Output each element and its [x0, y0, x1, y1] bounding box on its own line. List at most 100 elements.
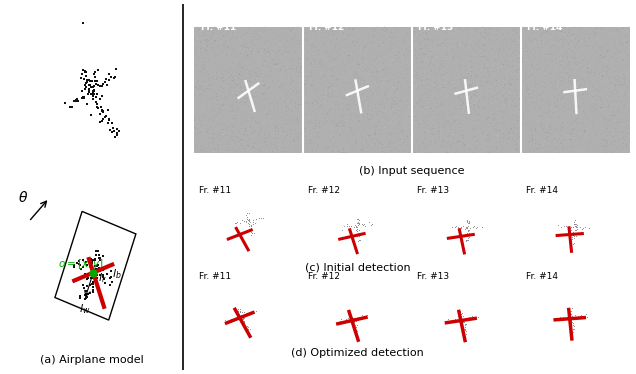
Point: [382, 86, 392, 92]
Point: [373, 96, 383, 102]
Point: [393, 119, 403, 125]
Point: [299, 75, 309, 81]
Point: [234, 315, 244, 321]
Point: [291, 116, 301, 122]
Point: [283, 111, 293, 117]
Point: [401, 43, 411, 49]
Point: [88, 90, 99, 96]
Point: [338, 131, 349, 137]
Point: [486, 94, 496, 100]
Point: [457, 316, 467, 322]
Point: [393, 37, 403, 43]
Point: [346, 118, 356, 124]
Point: [284, 75, 294, 81]
Point: [242, 323, 252, 329]
Point: [443, 94, 453, 99]
Point: [258, 29, 268, 35]
Point: [382, 147, 392, 153]
Point: [306, 60, 316, 66]
Point: [483, 138, 494, 144]
Point: [546, 61, 556, 67]
Point: [296, 87, 306, 93]
Point: [397, 94, 407, 99]
Point: [541, 38, 551, 44]
Point: [498, 147, 508, 153]
Point: [511, 103, 522, 109]
Point: [349, 108, 359, 114]
Point: [537, 31, 547, 37]
Point: [250, 87, 260, 93]
Point: [552, 66, 562, 72]
Point: [335, 145, 345, 151]
Point: [460, 95, 471, 101]
Point: [278, 70, 288, 76]
Point: [240, 98, 250, 104]
Point: [358, 56, 368, 62]
Point: [265, 113, 275, 119]
Point: [191, 49, 202, 55]
Point: [265, 125, 275, 131]
Point: [603, 43, 613, 49]
Point: [265, 132, 275, 138]
Point: [515, 48, 525, 54]
Point: [417, 138, 427, 144]
Point: [466, 80, 476, 86]
Point: [345, 108, 356, 114]
Point: [395, 75, 405, 81]
Point: [192, 115, 202, 121]
Point: [322, 92, 332, 98]
Point: [400, 99, 410, 105]
Point: [454, 101, 464, 107]
Point: [333, 127, 343, 133]
Point: [480, 94, 490, 100]
Point: [251, 216, 261, 222]
Point: [372, 92, 382, 98]
Point: [394, 79, 404, 85]
Point: [236, 108, 246, 114]
Point: [480, 139, 490, 145]
Point: [310, 106, 320, 112]
Point: [392, 131, 402, 137]
Point: [498, 55, 508, 61]
Point: [233, 33, 243, 39]
Point: [258, 140, 268, 146]
Point: [330, 83, 340, 89]
Point: [251, 113, 261, 119]
Point: [90, 257, 100, 263]
Point: [402, 108, 412, 114]
Point: [430, 65, 440, 71]
Point: [576, 36, 586, 42]
Point: [434, 125, 444, 131]
Point: [529, 48, 539, 54]
Point: [233, 306, 244, 312]
Point: [497, 49, 508, 55]
Point: [279, 54, 289, 60]
Point: [216, 114, 226, 120]
Point: [363, 111, 373, 117]
Point: [204, 143, 214, 149]
Point: [487, 126, 497, 132]
Point: [261, 31, 272, 37]
Point: [352, 224, 363, 230]
Point: [349, 47, 359, 53]
Point: [266, 73, 277, 79]
Point: [408, 111, 418, 117]
Point: [517, 147, 527, 153]
Point: [354, 117, 364, 123]
Point: [619, 82, 630, 88]
Point: [565, 69, 576, 75]
Point: [500, 99, 510, 105]
Point: [405, 101, 415, 107]
Point: [276, 85, 286, 91]
Point: [218, 134, 228, 140]
Point: [306, 137, 316, 142]
Point: [285, 70, 295, 76]
Point: [404, 123, 414, 129]
Point: [480, 71, 490, 77]
Point: [214, 78, 224, 84]
Point: [462, 44, 473, 50]
Point: [595, 45, 605, 51]
Point: [243, 77, 253, 83]
Point: [612, 61, 622, 67]
Point: [501, 107, 511, 113]
